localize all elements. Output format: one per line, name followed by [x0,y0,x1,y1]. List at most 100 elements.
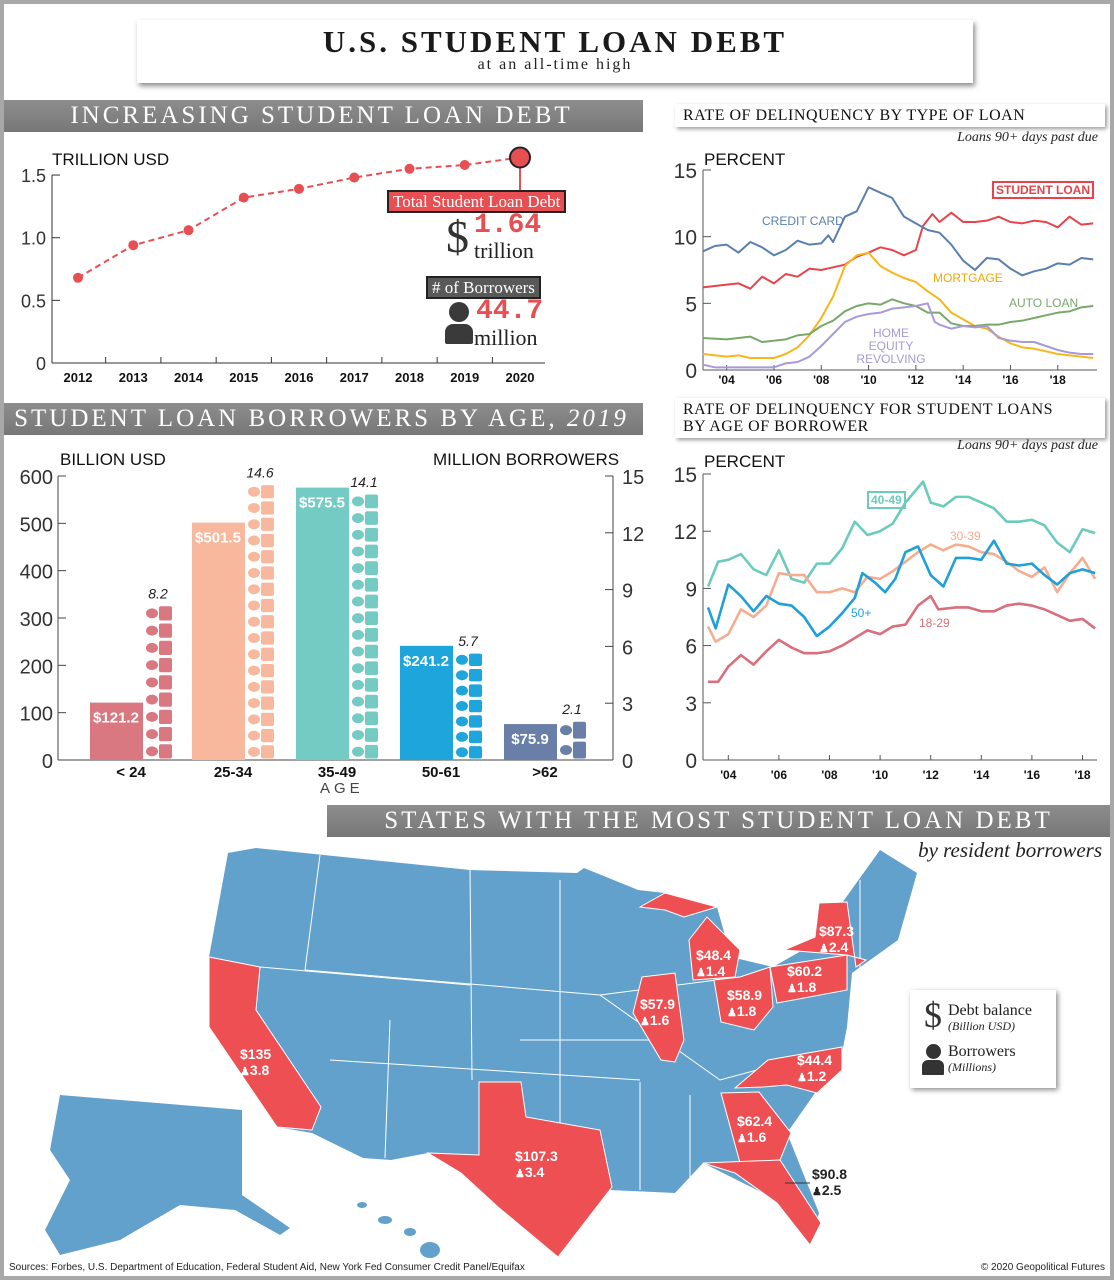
by-type-note: Loans 90+ days past due [957,130,1098,145]
state-borrowers: ♟1.8 [727,1003,762,1021]
state-florida [702,1159,822,1246]
person-body-icon [365,661,378,676]
person-icon: ♟ [240,1066,250,1078]
chart1-y-tick-label: 1.0 [21,229,46,249]
total-debt-label: Total Student Loan Debt [387,190,567,213]
borrower-value-label: 8.2 [148,586,168,602]
person-head-icon [248,568,260,579]
person-icon: ♟ [696,967,706,979]
borrower-value-label: 2.1 [561,701,581,717]
person-body-icon [159,744,172,759]
age-year: 2019 [566,405,629,432]
state-debt: $48.4 [696,947,732,963]
debt-bar [504,724,557,760]
state-borrowers-value: 1.4 [705,963,726,979]
person-body-icon [365,628,378,642]
state-debt: $44.4 [797,1052,833,1068]
y-tick-label: 300 [20,609,53,631]
x-tick-label: '12 [908,373,925,387]
by-age-note: Loans 90+ days past due [957,438,1098,453]
person-head-icon [352,529,364,540]
section-banner-age: STUDENT LOAN BORROWERS BY AGE, 2019 [0,403,643,435]
section-banner-debt: INCREASING STUDENT LOAN DEBT [0,100,643,132]
person-body-icon [159,709,172,724]
y-tick-label: 0 [685,360,697,383]
person-body-icon [573,721,586,739]
state-new-york [783,901,868,968]
person-icon: ♟ [797,1072,807,1084]
person-icon: ♟ [727,1007,737,1019]
person-head-icon [248,519,260,530]
us-map [45,848,917,1258]
person-icon: ♟ [737,1133,747,1145]
person-body-icon [469,684,482,697]
state-label-georgia: $62.4 ♟1.6 [737,1113,772,1147]
person-icon [445,302,473,346]
person-body-icon [261,550,274,564]
person-body-icon [365,511,378,525]
state-borrowers-value: 2.4 [828,939,849,955]
person-head-icon [456,685,468,696]
person-head-icon [352,579,364,590]
section-header-by-age: RATE OF DELINQUENCY FOR STUDENT LOANS BY … [675,398,1105,438]
person-body-icon [261,680,274,694]
y2-tick-label: 9 [622,581,633,603]
state-label-ohio: $58.9 ♟1.8 [727,987,762,1021]
category-label: 50-61 [422,764,460,781]
x-tick-label: '06 [771,768,788,782]
state-michigan-upper [638,892,719,918]
chart1-point [294,183,304,194]
state-borrowers-value: 3.4 [524,1164,545,1180]
person-body-icon [261,582,274,596]
person-body-icon [469,653,482,666]
state-debt: $107.3 [515,1148,558,1164]
y-tick-label: 400 [20,562,53,584]
debt-bar-label: $121.2 [93,710,139,727]
chart1-x-tick-label: 2019 [450,370,479,385]
x-tick-label: '16 [1002,373,1019,387]
person-body-icon [365,678,378,692]
series-label-30-39: 30-39 [950,529,981,543]
series-label-18-29: 18-29 [919,616,950,630]
state-borrowers: ♟1.6 [737,1129,772,1147]
state-borrowers: ♟2.4 [819,939,854,957]
state-michigan [688,916,741,981]
person-head-icon [146,660,158,671]
person-head-icon [352,746,364,757]
series-label-student-loan: STUDENT LOAN [992,181,1094,199]
person-head-icon [352,663,364,674]
person-head-icon [456,654,468,665]
state-label-north-carolina: $44.4 ♟1.2 [797,1052,832,1086]
page-title: U.S. STUDENT LOAN DEBT [322,24,788,59]
state-label-california: $135 ♟3.8 [240,1046,271,1080]
state-illinois [632,972,685,1063]
person-head-icon [560,745,572,756]
person-head-icon [352,513,364,524]
legend-borrowers-label: Borrowers [948,1043,1016,1060]
series-label-credit-card: CREDIT CARD [762,214,844,228]
borrowers-unit: million [474,325,538,350]
state-borrowers: ♟2.5 [812,1182,847,1200]
person-head-icon [146,729,158,740]
chart1-y-tick-label: 0.5 [21,291,46,311]
person-head-icon [456,731,468,742]
person-head-icon [146,642,158,653]
person-body-icon [159,640,172,655]
y-tick-label: 100 [20,704,53,726]
category-label: < 24 [116,764,146,781]
states-note: by resident borrowers [918,838,1102,862]
state-borrowers-value: 2.5 [821,1182,842,1198]
series-line-credit-card [702,186,1094,277]
section-header-by-type: RATE OF DELINQUENCY BY TYPE OF LOAN [675,104,1105,127]
borrower-icon-column [352,494,378,759]
person-head-icon [146,608,158,619]
person-head-icon [248,600,260,611]
person-body-icon [261,647,274,661]
chart1-x-tick-label: 2014 [174,370,204,385]
series-line-home-equity-revolving [702,302,1094,369]
person-body-icon [365,694,378,709]
x-tick-label: '06 [766,373,783,387]
legend-debt-unit: (Billion USD) [948,1019,1015,1033]
series-line-50- [706,539,1096,638]
page-subtitle: at an all-time high [477,56,633,73]
